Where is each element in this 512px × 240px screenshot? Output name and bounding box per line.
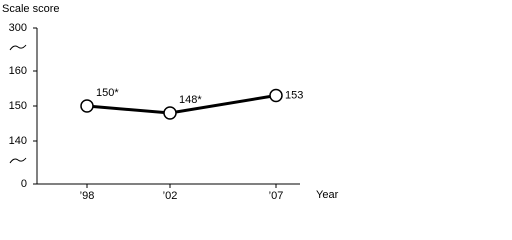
axis-break bbox=[9, 157, 27, 164]
axis-break bbox=[9, 44, 27, 51]
x-axis-label: Year bbox=[316, 189, 339, 201]
y-tick-label: 0 bbox=[21, 178, 27, 190]
y-tick-label: 160 bbox=[9, 65, 27, 77]
data-label: 153 bbox=[285, 89, 303, 101]
data-label: 148* bbox=[179, 94, 202, 106]
marker bbox=[269, 88, 283, 103]
y-tick-label: 150 bbox=[9, 100, 27, 112]
x-tick-label: ’02 bbox=[163, 190, 178, 202]
x-tick-label: ’07 bbox=[269, 190, 284, 202]
y-tick-label: 300 bbox=[9, 22, 27, 34]
y-axis-label: Scale score bbox=[2, 3, 59, 15]
x-tick-label: ’98 bbox=[80, 190, 95, 202]
marker bbox=[80, 99, 94, 113]
marker bbox=[163, 106, 177, 120]
chart: Scale score Year 0 140 150 160 300 ’98 ’02 ’07 1… bbox=[2, 3, 339, 202]
data-label: 150* bbox=[96, 87, 119, 99]
y-tick-label: 140 bbox=[9, 135, 27, 147]
